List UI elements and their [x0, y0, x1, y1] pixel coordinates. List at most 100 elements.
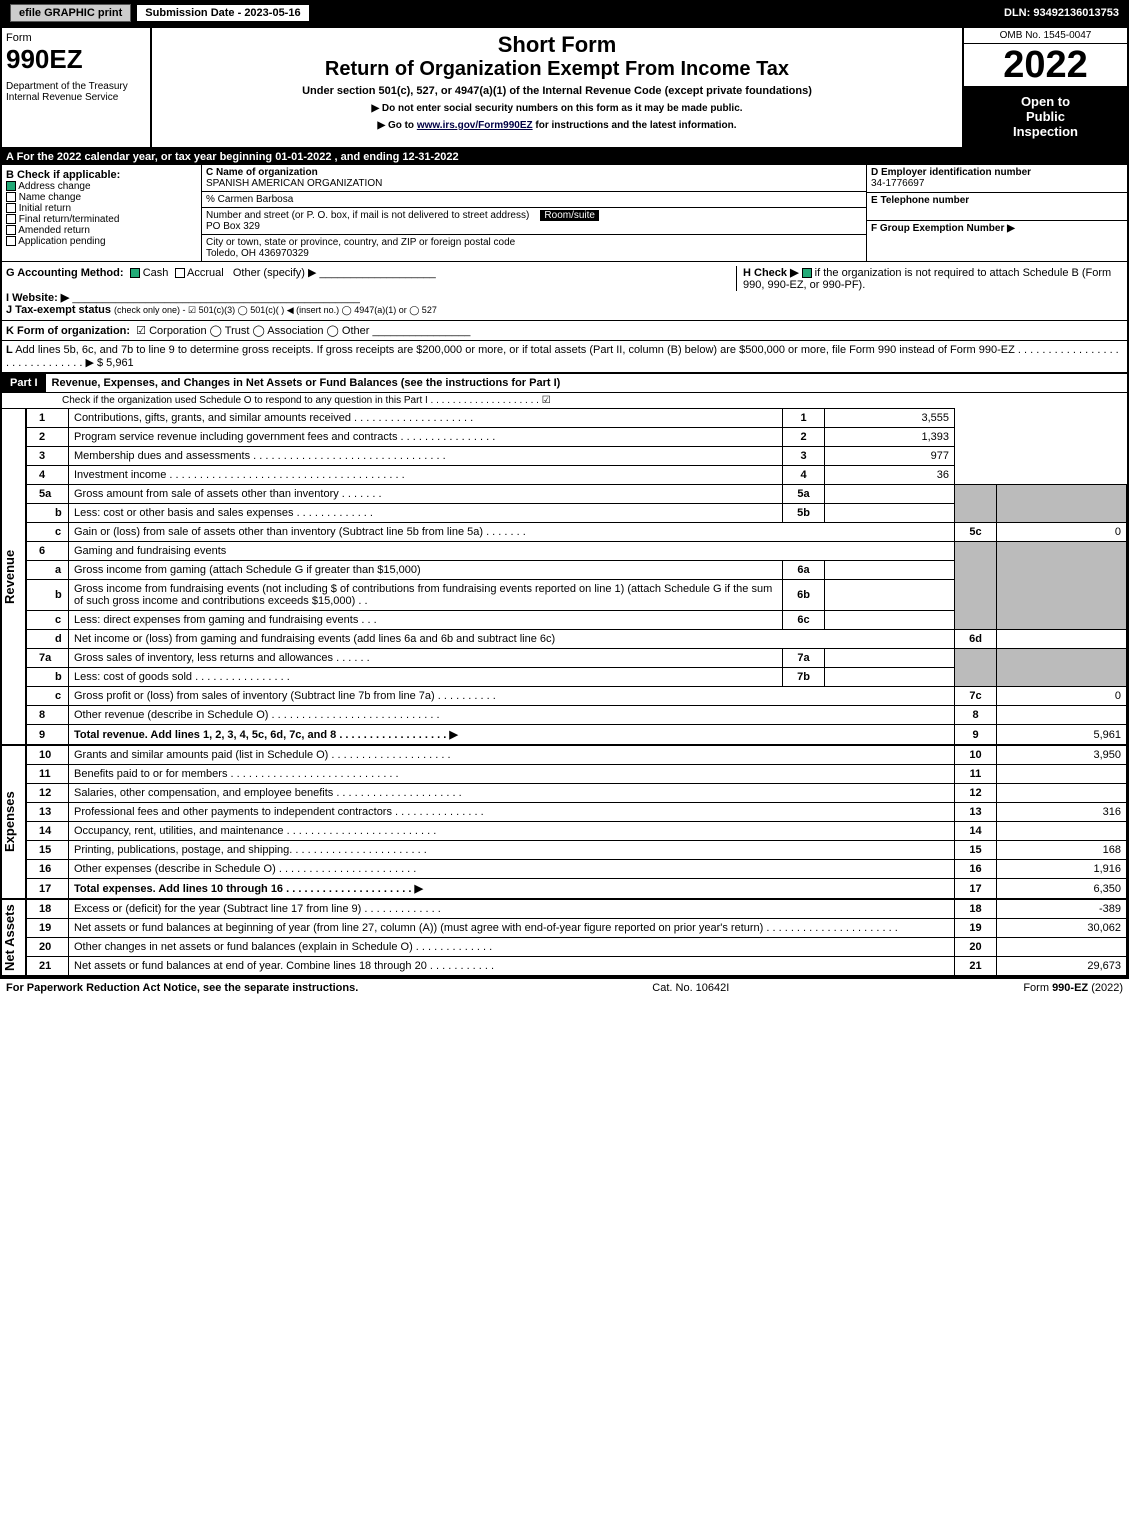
addr-value: PO Box 329: [206, 221, 260, 232]
form-number: 990EZ: [6, 44, 146, 75]
org-name-block: C Name of organization SPANISH AMERICAN …: [202, 165, 866, 192]
revenue-block: Revenue 1Contributions, gifts, grants, a…: [2, 408, 1127, 745]
chk-label: Address change: [18, 181, 90, 192]
g-label: G Accounting Method:: [6, 267, 124, 279]
part-i-title: Part I: [2, 374, 46, 392]
form-word: Form: [6, 32, 146, 44]
dln: DLN: 93492136013753: [996, 2, 1127, 24]
chk-amended-return[interactable]: Amended return: [6, 225, 197, 236]
checkbox-icon[interactable]: [175, 268, 185, 278]
open-line2: Public: [968, 109, 1123, 124]
line-14: 14Occupancy, rent, utilities, and mainte…: [27, 822, 1127, 841]
sidebar-revenue: Revenue: [2, 408, 26, 745]
sidebar-netassets: Net Assets: [2, 899, 26, 976]
g-other: Other (specify) ▶: [233, 267, 317, 279]
section-k: K Form of organization: ☑ Corporation ◯ …: [2, 321, 1127, 341]
city-block: City or town, state or province, country…: [202, 235, 866, 261]
ein-label: D Employer identification number: [871, 167, 1031, 178]
efile-print-button[interactable]: efile GRAPHIC print: [10, 4, 131, 22]
line-15: 15Printing, publications, postage, and s…: [27, 841, 1127, 860]
city-label: City or town, state or province, country…: [206, 237, 515, 248]
j-text: (check only one) - ☑ 501(c)(3) ◯ 501(c)(…: [114, 305, 437, 315]
c-label: C Name of organization: [206, 167, 318, 178]
group-exemption-label: F Group Exemption Number ▶: [871, 223, 1015, 234]
note-ssn: ▶ Do not enter social security numbers o…: [156, 103, 958, 114]
checkbox-icon: [6, 181, 16, 191]
chk-label: Final return/terminated: [19, 214, 120, 225]
part-i-header: Part I Revenue, Expenses, and Changes in…: [2, 373, 1127, 393]
netassets-block: Net Assets 18Excess or (deficit) for the…: [2, 899, 1127, 976]
checkbox-icon[interactable]: [802, 268, 812, 278]
line-6d: dNet income or (loss) from gaming and fu…: [27, 630, 1127, 649]
l-text: Add lines 5b, 6c, and 7b to line 9 to de…: [6, 344, 1119, 369]
expenses-table: 10Grants and similar amounts paid (list …: [26, 745, 1127, 899]
line-18: 18Excess or (deficit) for the year (Subt…: [27, 900, 1127, 919]
line-7c: cGross profit or (loss) from sales of in…: [27, 687, 1127, 706]
k-opts: ☑ Corporation ◯ Trust ◯ Association ◯ Ot…: [136, 325, 369, 337]
open-to-public: Open to Public Inspection: [964, 86, 1127, 147]
title-return: Return of Organization Exempt From Incom…: [156, 58, 958, 81]
section-a: A For the 2022 calendar year, or tax yea…: [2, 149, 1127, 165]
sections-bcdef: B Check if applicable: Address change Na…: [2, 165, 1127, 262]
chk-final-return[interactable]: Final return/terminated: [6, 214, 197, 225]
chk-name-change[interactable]: Name change: [6, 192, 197, 203]
g-cash: Cash: [143, 267, 169, 279]
line-21: 21Net assets or fund balances at end of …: [27, 957, 1127, 976]
revenue-table: 1Contributions, gifts, grants, and simil…: [26, 408, 1127, 745]
j-label: J Tax-exempt status: [6, 304, 111, 316]
chk-initial-return[interactable]: Initial return: [6, 203, 197, 214]
chk-address-change[interactable]: Address change: [6, 181, 197, 192]
form-header-left: Form 990EZ Department of the Treasury In…: [2, 28, 152, 147]
section-b-header: B Check if applicable:: [6, 169, 197, 181]
checkbox-icon: [6, 203, 16, 213]
subtitle-section: Under section 501(c), 527, or 4947(a)(1)…: [156, 85, 958, 97]
omb-number: OMB No. 1545-0047: [964, 28, 1127, 44]
i-label: I Website: ▶: [6, 292, 69, 304]
line-8: 8Other revenue (describe in Schedule O) …: [27, 706, 1127, 725]
line-4: 4Investment income . . . . . . . . . . .…: [27, 466, 1127, 485]
line-19: 19Net assets or fund balances at beginni…: [27, 919, 1127, 938]
form-header-mid: Short Form Return of Organization Exempt…: [152, 28, 962, 147]
sections-gh: G Accounting Method: Cash Accrual Other …: [2, 262, 1127, 321]
line-9: 9Total revenue. Add lines 1, 2, 3, 4, 5c…: [27, 725, 1127, 745]
chk-label: Initial return: [19, 203, 71, 214]
section-d: D Employer identification number 34-1776…: [867, 165, 1127, 193]
k-label: K Form of organization:: [6, 325, 130, 337]
section-f: F Group Exemption Number ▶: [867, 221, 1127, 249]
form-header-right: OMB No. 1545-0047 2022 Open to Public In…: [962, 28, 1127, 147]
line-2: 2Program service revenue including gover…: [27, 428, 1127, 447]
footer-right: Form 990-EZ (2022): [1023, 982, 1123, 994]
title-short-form: Short Form: [156, 32, 958, 58]
irs-link[interactable]: www.irs.gov/Form990EZ: [417, 120, 533, 131]
chk-application-pending[interactable]: Application pending: [6, 236, 197, 247]
open-line1: Open to: [968, 94, 1123, 109]
line-10: 10Grants and similar amounts paid (list …: [27, 746, 1127, 765]
care-of: % Carmen Barbosa: [202, 192, 866, 208]
ein-value: 34-1776697: [871, 178, 924, 189]
checkbox-icon[interactable]: [130, 268, 140, 278]
note-link-row: ▶ Go to www.irs.gov/Form990EZ for instru…: [156, 120, 958, 131]
line-5a: 5aGross amount from sale of assets other…: [27, 485, 1127, 504]
part-i-checkline: Check if the organization used Schedule …: [2, 393, 1127, 408]
footer-left: For Paperwork Reduction Act Notice, see …: [6, 982, 358, 994]
line-5c: cGain or (loss) from sale of assets othe…: [27, 523, 1127, 542]
dept-treasury: Department of the Treasury: [6, 81, 146, 92]
netassets-table: 18Excess or (deficit) for the year (Subt…: [26, 899, 1127, 976]
section-e: E Telephone number: [867, 193, 1127, 221]
line-20: 20Other changes in net assets or fund ba…: [27, 938, 1127, 957]
section-l: L Add lines 5b, 6c, and 7b to line 9 to …: [2, 341, 1127, 373]
tax-year: 2022: [964, 44, 1127, 86]
checkbox-icon: [6, 236, 16, 246]
footer: For Paperwork Reduction Act Notice, see …: [0, 978, 1129, 997]
phone-label: E Telephone number: [871, 195, 969, 206]
checkbox-icon: [6, 192, 16, 202]
line-3: 3Membership dues and assessments . . . .…: [27, 447, 1127, 466]
addr-block: Number and street (or P. O. box, if mail…: [202, 208, 866, 235]
room-suite-label: Room/suite: [540, 210, 599, 221]
line-1: 1Contributions, gifts, grants, and simil…: [27, 409, 1127, 428]
org-name: SPANISH AMERICAN ORGANIZATION: [206, 178, 382, 189]
city-value: Toledo, OH 436970329: [206, 248, 309, 259]
top-bar: efile GRAPHIC print Submission Date - 20…: [0, 0, 1129, 26]
line-7a: 7aGross sales of inventory, less returns…: [27, 649, 1127, 668]
chk-label: Application pending: [18, 236, 105, 247]
